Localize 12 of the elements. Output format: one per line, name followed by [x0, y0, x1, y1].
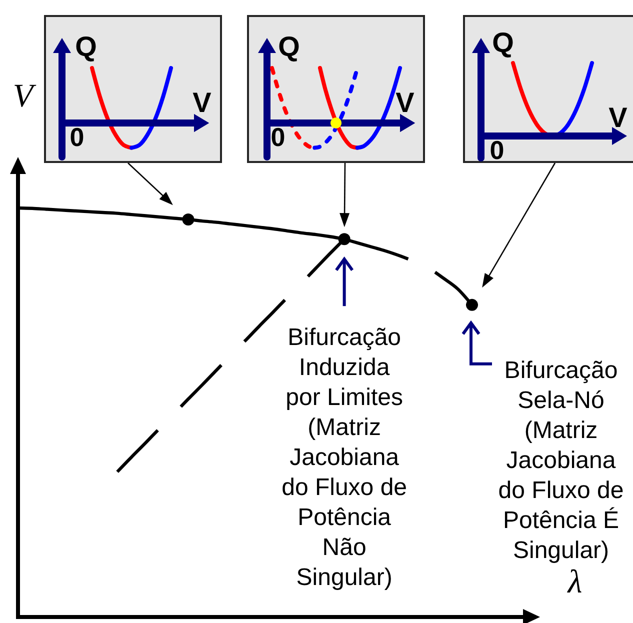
x-axis-title: V — [396, 87, 414, 118]
y-axis-title: Q — [278, 31, 300, 62]
text: Bifurcação Induzida por Limites (Matriz Jacobiana do Fluxo de Potência Não Singular) — [282, 324, 408, 592]
x-axis-title: V — [608, 102, 628, 133]
y-axis-title: Q — [492, 27, 514, 58]
text: Bifurcação Sela-Nó (Matriz Jacobiana do Fluxo de Potência É Singular) — [498, 356, 624, 566]
x-axis-title: V — [192, 87, 212, 118]
annotation: 0 — [270, 122, 286, 152]
text: 0 — [70, 122, 84, 152]
x-axis-title: λ — [568, 564, 582, 600]
text: 0 — [490, 135, 504, 165]
y-axis-title: Q — [75, 31, 97, 62]
